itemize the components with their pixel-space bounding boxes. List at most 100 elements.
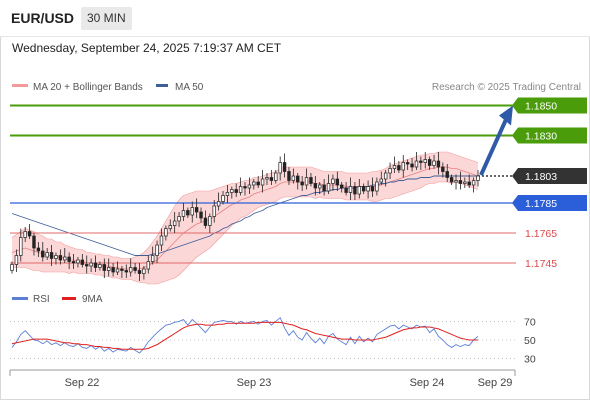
- candle-body: [102, 264, 107, 271]
- resistance-label-box: [512, 127, 587, 144]
- candle-body: [269, 177, 274, 181]
- candle-body: [76, 259, 80, 264]
- timestamp: Wednesday, September 24, 2025 7:19:37 AM…: [12, 41, 282, 55]
- candle-body: [32, 235, 36, 249]
- x-tick-label: Sep 29: [478, 377, 513, 389]
- candle-body: [181, 210, 186, 217]
- candle-body: [159, 235, 164, 246]
- support-label: 1.1785: [525, 198, 557, 210]
- candle-body: [194, 207, 199, 213]
- candle-body: [256, 181, 260, 186]
- candle-body: [392, 165, 397, 169]
- research-credit: Research © 2025 Trading Central: [432, 82, 581, 93]
- candle-body: [300, 181, 304, 186]
- rsi-panel: 70 50 30: [10, 316, 536, 366]
- forecast-arrow-shaft: [479, 118, 508, 176]
- candle-body: [260, 178, 265, 186]
- candle-body: [265, 177, 269, 180]
- candle-body: [252, 181, 256, 186]
- candle-body: [463, 181, 467, 184]
- candle-body: [19, 237, 23, 256]
- candle-body: [164, 228, 168, 237]
- candle-body: [432, 160, 436, 166]
- x-tick-label: Sep 23: [237, 377, 272, 389]
- timeframe-button[interactable]: 30 MIN: [81, 7, 132, 30]
- candle-body: [27, 231, 32, 237]
- candle-body: [383, 172, 388, 180]
- candle-body: [208, 216, 212, 226]
- candle-body: [335, 178, 340, 186]
- candle-body: [287, 171, 291, 181]
- candle-body: [203, 217, 208, 226]
- candle-body: [291, 175, 296, 181]
- candle-body: [58, 255, 63, 261]
- candle-body: [322, 184, 326, 192]
- x-axis-ticks: Sep 22 Sep 23 Sep 24 Sep 29: [65, 377, 513, 389]
- candle-body: [41, 250, 45, 258]
- candle-body: [221, 195, 225, 202]
- level-labels: 1.1850 1.1830 1.1803 1.1785 1.1765 1.1745: [512, 97, 587, 270]
- minor-support-label: 1.1765: [525, 228, 557, 240]
- candle-body: [186, 210, 190, 216]
- candle-body: [124, 270, 129, 273]
- candle-body: [150, 255, 155, 262]
- candle-body: [471, 180, 476, 186]
- rsi-legend-swatch: [12, 297, 28, 300]
- candle-body: [142, 268, 146, 274]
- candle-body: [397, 165, 401, 171]
- candle-body: [45, 252, 49, 258]
- rsi-legend: RSI 9MA: [12, 294, 103, 305]
- candle-body: [67, 256, 71, 262]
- candle-body: [120, 268, 124, 271]
- resistance-label: 1.1830: [525, 131, 557, 143]
- candle-body: [14, 255, 19, 265]
- candle-body: [331, 178, 335, 184]
- candle-body: [36, 247, 41, 252]
- candle-body: [216, 201, 221, 207]
- candle-body: [441, 166, 445, 172]
- header-bar: EUR/USD 30 MIN: [0, 0, 590, 37]
- candle-body: [340, 184, 344, 189]
- candle-body: [366, 186, 370, 192]
- candle-body: [107, 267, 111, 271]
- candle-body: [137, 270, 142, 274]
- candle-body: [243, 186, 247, 189]
- candle-body: [296, 175, 300, 183]
- candle-body: [54, 255, 58, 259]
- resistance-label: 1.1850: [525, 101, 557, 113]
- rsi-legend-label: RSI: [33, 294, 50, 305]
- candle-body: [85, 264, 89, 267]
- candle-body: [449, 177, 454, 183]
- bollinger-lower: [12, 181, 479, 285]
- candle-body: [427, 159, 432, 166]
- candle-body: [111, 267, 115, 273]
- candle-body: [80, 259, 85, 265]
- candle-body: [234, 189, 238, 193]
- candle-body: [353, 186, 357, 195]
- candle-body: [71, 261, 76, 264]
- candle-body: [115, 268, 120, 273]
- candle-body: [10, 264, 14, 271]
- candle-body: [476, 175, 480, 181]
- candle-body: [238, 186, 243, 193]
- current-price-box: [512, 168, 587, 184]
- candle-body: [133, 267, 137, 271]
- candle-body: [282, 162, 287, 172]
- ma50-legend-swatch: [156, 84, 168, 87]
- main-legend: MA 20 + Bollinger Bands MA 50 Research ©…: [12, 82, 581, 93]
- x-tick-label: Sep 22: [65, 377, 100, 389]
- candle-body: [414, 160, 419, 168]
- candle-body: [326, 183, 331, 192]
- candle-body: [357, 186, 362, 195]
- candle-body: [155, 244, 159, 256]
- candle-body: [410, 163, 414, 168]
- candle-body: [177, 216, 181, 222]
- candle-body: [190, 207, 194, 216]
- bollinger-legend-swatch: [12, 84, 28, 87]
- ma50-legend-label: MA 50: [175, 82, 204, 93]
- ma9-legend-swatch: [62, 297, 76, 300]
- bollinger-fill: [12, 152, 478, 284]
- price-levels: [10, 104, 516, 264]
- current-price-label: 1.1803: [525, 171, 557, 183]
- symbol-label[interactable]: EUR/USD: [11, 10, 75, 26]
